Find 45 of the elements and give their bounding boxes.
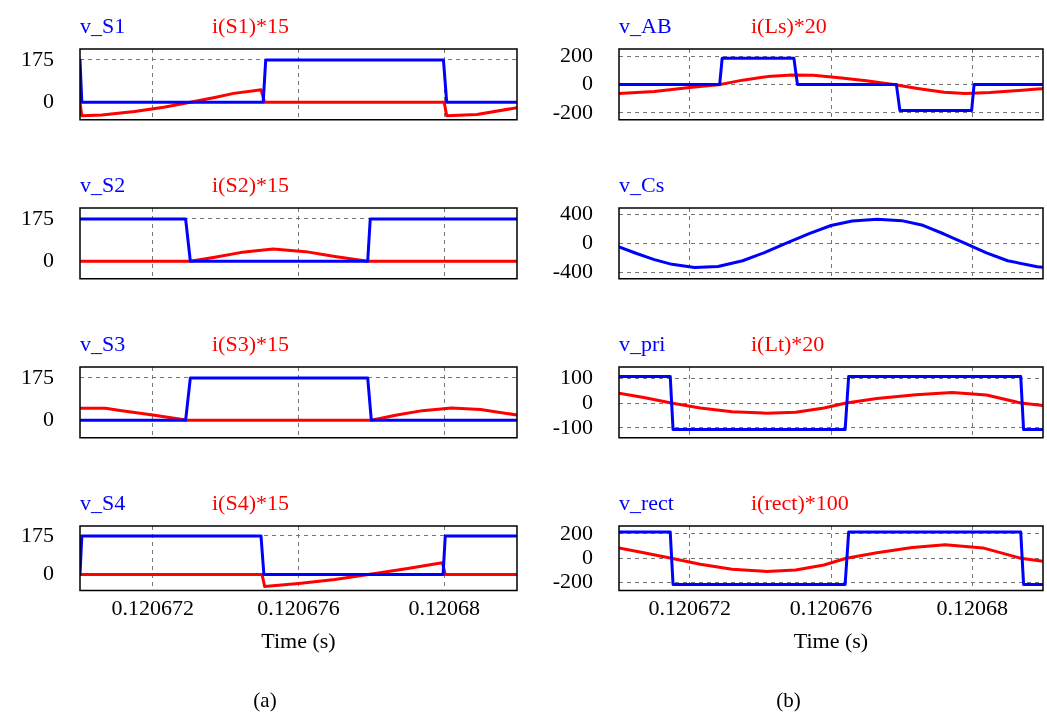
series-label: v_S2 (80, 172, 126, 197)
y-tick-label: 175 (21, 363, 54, 389)
y-tick-label: 0 (582, 70, 593, 96)
y-tick-label: -400 (552, 258, 593, 284)
y-tick-label: 0 (582, 544, 593, 570)
y-tick-label: 400 (560, 200, 593, 226)
x-tick-label: 0.120672 (648, 595, 731, 621)
y-tick-label: -200 (552, 98, 593, 124)
text: i(S2)*15 (212, 172, 289, 197)
y-tick-label: 175 (21, 45, 54, 71)
x-tick-label: 0.12068 (936, 595, 1009, 621)
y-tick-label: 0 (582, 388, 593, 414)
text: i(S3)*15 (212, 331, 289, 356)
text: (b) (775, 687, 802, 714)
y-tick-label: 0 (43, 88, 54, 114)
y-tick-label: 200 (560, 519, 593, 545)
x-tick-label: 0.12068 (408, 595, 480, 621)
series-label: i(Ls)*20 (751, 13, 827, 38)
series-label: v_pri (619, 331, 666, 356)
x-tick-label: 0.120672 (111, 595, 195, 621)
text: i(S4)*15 (212, 490, 289, 515)
text: (a) (252, 687, 278, 714)
series-label: i(rect)*100 (751, 490, 849, 515)
y-tick-label: 0 (43, 560, 54, 586)
y-tick-label: 200 (560, 41, 593, 67)
text: i(Lt)*20 (751, 331, 825, 356)
series-label: v_S4 (80, 490, 126, 515)
y-tick-label: 175 (21, 204, 54, 230)
text: v_Cs (619, 172, 665, 197)
y-tick-label: 175 (21, 521, 54, 547)
x-tick-label: 0.120676 (257, 595, 340, 621)
x-axis-title: Time (s) (793, 627, 869, 653)
y-tick-label: -200 (552, 568, 593, 594)
x-axis-title: Time (s) (261, 627, 336, 653)
y-tick-label: 0 (43, 247, 54, 273)
text: v_S3 (80, 331, 126, 356)
series-label: v_rect (619, 490, 674, 515)
y-tick-label: 0 (43, 406, 54, 432)
y-tick-label: 100 (560, 363, 593, 389)
series-label: v_S1 (80, 13, 126, 38)
x-tick-label: 0.120676 (789, 595, 873, 621)
text: i(S1)*15 (212, 13, 289, 38)
y-tick-label: -100 (552, 413, 593, 439)
text: v_AB (619, 13, 672, 38)
y-tick-label: 0 (582, 229, 593, 255)
